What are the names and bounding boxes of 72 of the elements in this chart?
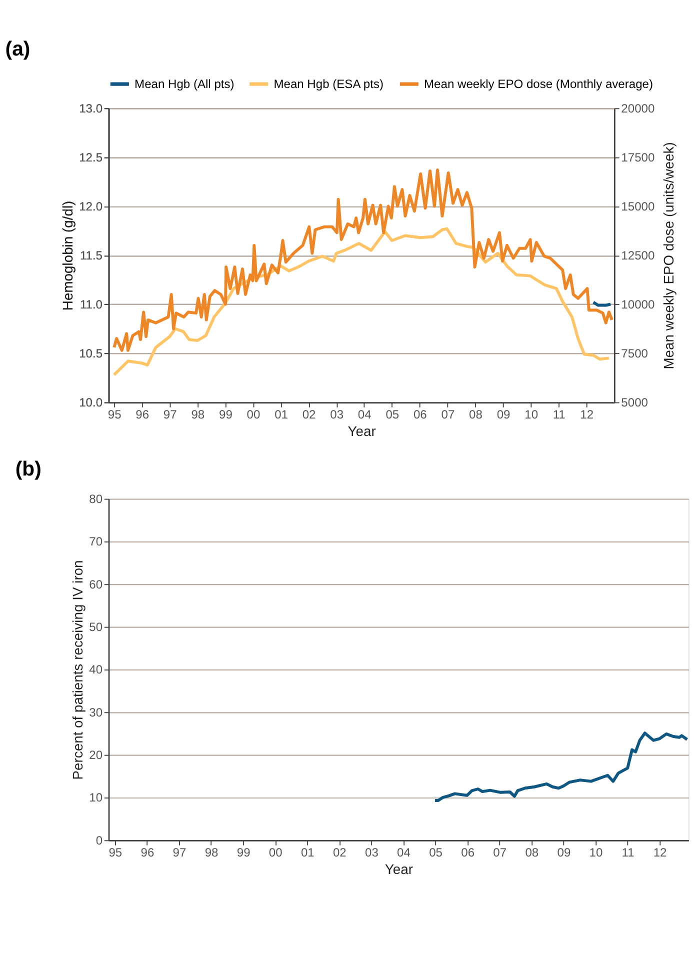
x-axis-title: Year (348, 423, 376, 440)
x-tick-label: 01 (300, 845, 315, 860)
x-tick-label: 03 (365, 845, 379, 860)
y-tick-label: 13.0 (79, 101, 103, 116)
y-tick-label: 10 (89, 790, 103, 805)
x-tick-label: 11 (622, 845, 635, 860)
x-tick-label: 05 (386, 408, 400, 422)
x-tick-label: 08 (525, 845, 539, 860)
x-tick-label: 98 (191, 408, 205, 422)
x-tick-label: 04 (397, 845, 411, 860)
x-tick-label: 02 (332, 845, 347, 860)
y-tick-label: 40 (89, 662, 103, 677)
y-tick-label: 60 (89, 577, 103, 592)
x-tick-label: 12 (580, 408, 594, 422)
y-axis-title: Hemoglobin (g/dl) (60, 200, 76, 311)
y-tick-label: 20 (89, 748, 103, 762)
y-tick-label: 10.5 (79, 346, 103, 360)
x-tick-label: 96 (136, 408, 150, 422)
line-series (434, 732, 689, 802)
x-tick-label: 05 (429, 845, 443, 860)
legend-label: Mean Hgb (ESA pts) (274, 76, 384, 91)
y2-tick-label: 17500 (621, 150, 655, 164)
line-series (112, 168, 614, 352)
x-tick-label: 95 (108, 845, 122, 860)
x-tick-label: 08 (469, 408, 483, 422)
x-tick-label: 00 (268, 845, 283, 860)
x-tick-label: 97 (172, 845, 186, 860)
line-series (112, 227, 610, 376)
y2-tick-label: 20000 (621, 101, 655, 116)
x-tick-label: 07 (441, 408, 455, 422)
chart-title: (b) (15, 458, 42, 481)
y-tick-label: 11.5 (80, 248, 103, 262)
x-tick-label: 10 (524, 408, 538, 422)
y-tick-label: 10.0 (79, 395, 103, 410)
x-tick-label: 03 (330, 408, 344, 422)
y-tick-label: 0 (96, 833, 103, 848)
y2-tick-label: 15000 (621, 199, 655, 214)
x-tick-label: 99 (236, 845, 251, 860)
x-tick-label: 98 (204, 845, 219, 860)
x-tick-label: 12 (653, 845, 668, 860)
y-tick-label: 12.0 (79, 199, 103, 214)
x-tick-label: 00 (246, 408, 260, 422)
x-tick-label: 01 (274, 408, 288, 422)
x-tick-label: 95 (108, 408, 122, 422)
x-tick-label: 97 (163, 408, 178, 422)
x-tick-label: 10 (589, 845, 603, 860)
y2-axis-title: Mean weekly EPO dose (units/week) (660, 142, 676, 370)
y-tick-label: 12.5 (79, 150, 103, 164)
y2-tick-label: 7500 (621, 346, 648, 360)
x-tick-label: 06 (413, 408, 428, 422)
x-tick-label: 96 (140, 845, 154, 860)
chart-title: (a) (5, 38, 30, 60)
y-axis-title: Percent of patients receiving IV iron (70, 560, 86, 780)
x-tick-label: 02 (302, 408, 316, 422)
y2-tick-label: 10000 (621, 297, 655, 312)
x-tick-label: 09 (496, 408, 511, 422)
x-tick-label: 09 (557, 845, 571, 860)
y-tick-label: 30 (89, 705, 103, 720)
x-tick-label: 06 (461, 845, 475, 860)
y-tick-label: 50 (89, 620, 103, 634)
y2-tick-label: 5000 (621, 395, 648, 410)
y2-tick-label: 12500 (621, 248, 655, 262)
x-tick-label: 11 (552, 408, 566, 422)
x-tick-label: 04 (358, 408, 372, 422)
y-tick-label: 70 (89, 534, 103, 549)
x-tick-label: 99 (219, 408, 233, 422)
x-tick-label: 07 (493, 845, 507, 860)
y-tick-label: 11.0 (80, 297, 103, 312)
x-axis-title: Year (384, 861, 414, 878)
legend-label: Mean Hgb (All pts) (134, 76, 234, 91)
legend-label: Mean weekly EPO dose (Monthly average) (424, 76, 654, 91)
y-tick-label: 80 (89, 492, 103, 506)
